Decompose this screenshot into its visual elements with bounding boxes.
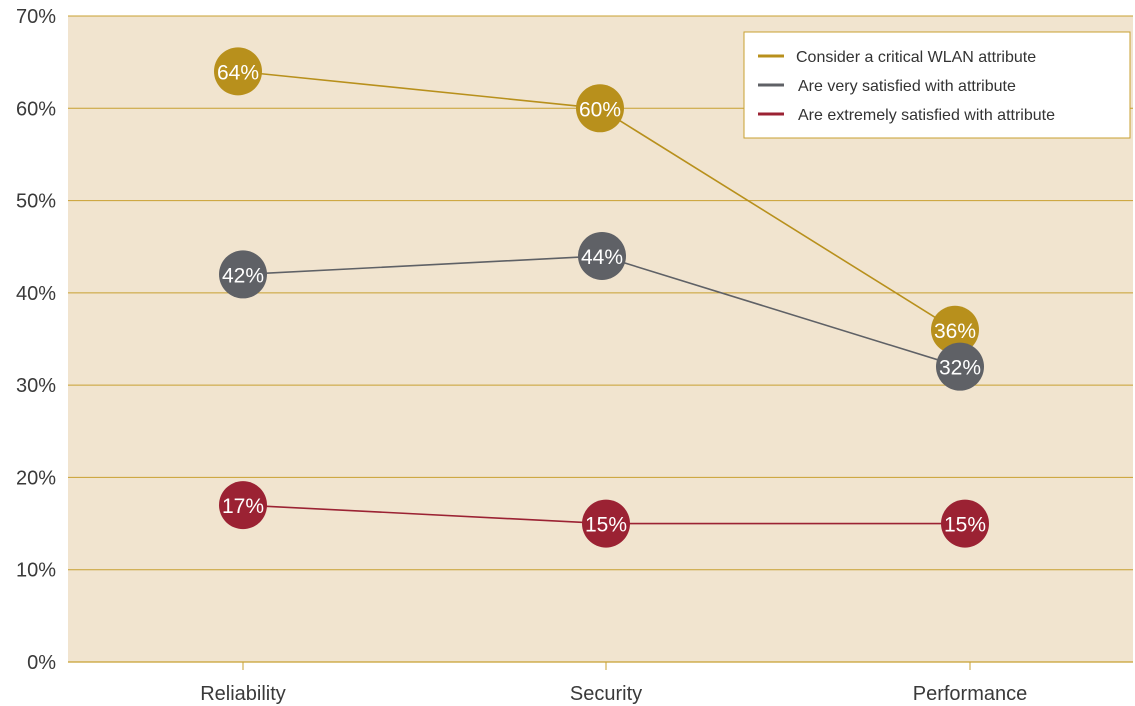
data-point [219, 481, 267, 530]
data-label: 15% [944, 514, 986, 537]
data-label: 15% [585, 514, 627, 537]
data-label: 42% [222, 264, 264, 287]
legend-label: Are extremely satisfied with attribute [798, 107, 1055, 124]
data-label: 44% [581, 246, 623, 269]
legend: Consider a critical WLAN attribute Are ve… [743, 31, 1131, 139]
x-tick-label: Security [570, 683, 642, 705]
series-points: 64% 60% 36% 42% 44% 32% 17% 15% 15% [214, 47, 989, 548]
data-label: 64% [217, 61, 259, 84]
legend-label: Are very satisfied with attribute [798, 78, 1016, 95]
legend-box [743, 31, 1131, 139]
data-point [219, 250, 267, 299]
x-axis-ticks: Reliability Security Performance [200, 662, 1027, 705]
y-tick-label: 70% [16, 6, 56, 28]
data-point [582, 499, 630, 548]
data-label: 36% [934, 320, 976, 343]
y-tick-label: 20% [16, 467, 56, 489]
data-label: 60% [579, 98, 621, 121]
y-tick-label: 60% [16, 98, 56, 120]
data-point [931, 305, 979, 354]
data-point [578, 231, 626, 280]
y-tick-label: 0% [27, 652, 56, 674]
legend-label: Consider a critical WLAN attribute [796, 49, 1036, 66]
y-tick-label: 30% [16, 375, 56, 397]
data-point [576, 84, 624, 133]
data-label: 17% [222, 495, 264, 518]
x-tick-label: Reliability [200, 683, 286, 705]
data-point [936, 342, 984, 391]
y-axis-ticks: 0% 10% 20% 30% 40% 50% 60% 70% [16, 6, 56, 674]
data-point [214, 47, 262, 96]
data-point [941, 499, 989, 548]
y-tick-label: 40% [16, 283, 56, 305]
y-tick-label: 50% [16, 191, 56, 213]
y-tick-label: 10% [16, 560, 56, 582]
data-label: 32% [939, 357, 981, 380]
x-tick-label: Performance [913, 683, 1028, 705]
